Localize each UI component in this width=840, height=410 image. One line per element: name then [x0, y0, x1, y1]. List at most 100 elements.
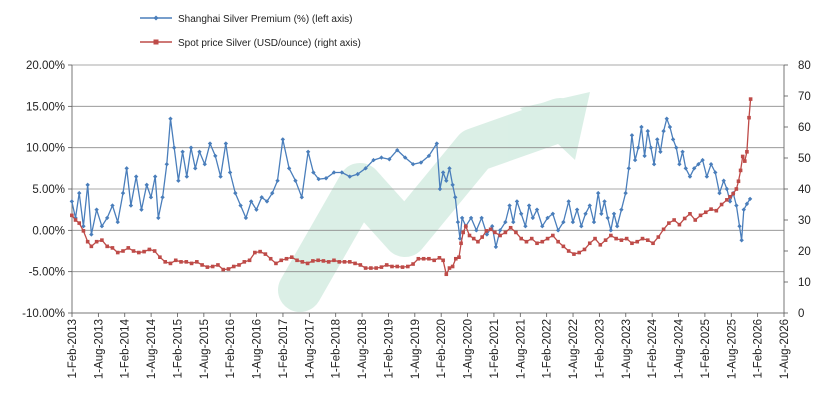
data-point [193, 166, 198, 171]
data-point [619, 238, 624, 242]
x-axis-tick-label: 1-Feb-2014 [120, 318, 132, 378]
data-point [737, 224, 742, 229]
x-axis-tick-label: 1-Feb-2022 [542, 319, 554, 378]
right-axis-tick-label: 50 [798, 153, 811, 165]
data-point [667, 221, 671, 225]
data-point [611, 211, 617, 216]
data-point [263, 252, 268, 256]
data-point [727, 199, 733, 204]
data-point [275, 178, 280, 183]
data-point [670, 137, 676, 142]
legend-entry-spot-price: Spot price Silver (USD/ounce) (right axi… [140, 38, 361, 49]
data-point [728, 194, 732, 199]
data-point [599, 211, 604, 216]
data-point [311, 259, 315, 263]
data-point [210, 264, 215, 269]
data-point [507, 203, 512, 208]
data-point [556, 239, 560, 244]
data-point [284, 256, 289, 261]
data-point [121, 249, 125, 253]
data-point [734, 203, 739, 208]
data-point [332, 258, 336, 263]
left-axis-tick-label: 5.00% [32, 184, 65, 196]
data-point [89, 244, 94, 249]
data-point [534, 207, 540, 212]
left-axis-ticks: -10.00% -5.00% 0.00% 5.00% 10.00% 15.00% 20.00… [22, 60, 72, 320]
data-point [739, 238, 744, 243]
data-point [147, 247, 152, 252]
data-point [440, 170, 446, 175]
data-point [703, 210, 708, 215]
data-point [630, 241, 634, 246]
data-point [358, 263, 363, 267]
x-axis-tick-label: 1-Aug-2022 [568, 319, 580, 379]
data-point [713, 170, 718, 175]
data-point [274, 261, 278, 266]
data-point [677, 222, 682, 227]
x-axis-tick-label: 1-Feb-2023 [594, 319, 606, 378]
data-point [468, 215, 474, 221]
data-point [387, 157, 392, 162]
data-point [602, 199, 607, 204]
data-point [89, 232, 94, 237]
data-point [651, 162, 657, 167]
data-point [437, 256, 442, 260]
data-point [561, 219, 566, 225]
data-point [264, 199, 270, 204]
legend-entry-premium: Shanghai Silver Premium (%) (left axis) [140, 14, 353, 25]
data-point [243, 215, 249, 221]
x-axis-tick-label: 1-Feb-2024 [647, 318, 659, 378]
data-point [221, 267, 226, 272]
data-point [444, 272, 449, 277]
data-point [416, 256, 421, 261]
data-point [337, 260, 342, 264]
data-point [691, 166, 697, 171]
data-point [447, 166, 452, 171]
data-point [714, 208, 719, 213]
data-point [591, 219, 597, 225]
data-point [427, 256, 431, 261]
data-point [579, 224, 584, 229]
data-point [410, 162, 416, 167]
data-point [741, 207, 746, 212]
left-axis-tick-label: 10.00% [26, 143, 65, 155]
data-point [593, 236, 597, 241]
data-point [566, 199, 571, 204]
x-axis-ticks: 1-Feb-2013 1-Aug-2013 1-Feb-2014 1-Aug-2014… [67, 313, 791, 379]
x-axis-tick-label: 1-Aug-2019 [410, 319, 422, 379]
x-axis-tick-label: 1-Aug-2017 [304, 319, 316, 379]
data-point [526, 203, 532, 208]
data-point [688, 212, 692, 216]
data-point [523, 224, 528, 229]
data-point [698, 213, 703, 218]
data-point [648, 145, 654, 150]
data-point [390, 264, 394, 269]
series-line [71, 99, 752, 275]
data-point [459, 215, 465, 221]
data-point [100, 238, 104, 242]
data-point [374, 266, 378, 270]
data-point [168, 261, 173, 266]
x-axis-tick-label: 1-Feb-2021 [489, 319, 501, 378]
data-point [411, 262, 415, 266]
data-point [326, 260, 331, 264]
x-axis-tick-label: 1-Aug-2016 [252, 319, 264, 379]
data-point [184, 174, 190, 179]
data-point [369, 266, 373, 270]
data-point [226, 267, 231, 271]
data-point [286, 166, 292, 171]
data-point [248, 199, 254, 204]
data-point [636, 145, 641, 150]
data-point [85, 239, 90, 244]
data-point [421, 256, 426, 261]
data-point [595, 190, 601, 196]
data-point [459, 241, 463, 246]
data-point [188, 145, 194, 150]
data-point [85, 182, 90, 188]
data-point [717, 190, 722, 196]
data-point [207, 141, 213, 146]
data-point [480, 235, 484, 239]
data-point [503, 219, 508, 225]
data-point [299, 195, 304, 200]
data-point [280, 137, 286, 142]
